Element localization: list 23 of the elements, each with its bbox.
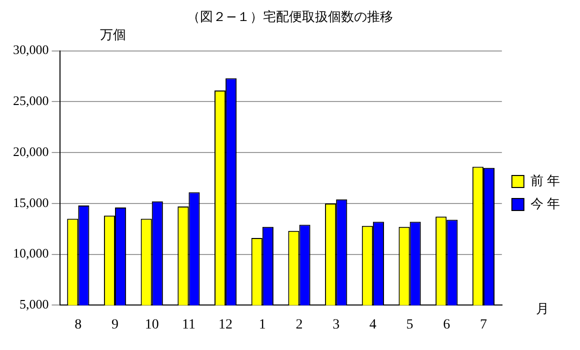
x-axis-title: 月 xyxy=(536,301,549,318)
y-tick-label: 30,000 xyxy=(13,42,49,58)
y-tick-label: 20,000 xyxy=(13,144,49,159)
x-tick-label: 8 xyxy=(74,317,82,332)
legend-label: 前 年 xyxy=(530,173,560,188)
x-tick-label: 4 xyxy=(369,317,376,332)
x-tick-label: 5 xyxy=(406,317,414,332)
x-tick-label: 10 xyxy=(144,317,159,332)
chart-title: （図２−１）宅配便取扱個数の推移 xyxy=(186,9,394,26)
y-tick-label: 15,000 xyxy=(13,194,49,210)
y-tick-label: 5,000 xyxy=(20,296,49,312)
x-tick-label: 6 xyxy=(443,317,450,332)
x-tick-label: 9 xyxy=(112,317,119,332)
x-tick-label: 12 xyxy=(218,317,233,332)
y-tick-label: 25,000 xyxy=(13,93,49,108)
y-axis-title: 万個 xyxy=(100,27,126,44)
x-tick-label: 11 xyxy=(182,317,196,332)
y-tick-label: 10,000 xyxy=(13,246,49,261)
legend-label: 今 年 xyxy=(530,196,560,212)
x-tick-label: 3 xyxy=(332,317,340,332)
x-tick-label: 1 xyxy=(258,317,266,332)
x-tick-label: 2 xyxy=(296,317,303,332)
x-tick-label: 7 xyxy=(480,317,487,332)
